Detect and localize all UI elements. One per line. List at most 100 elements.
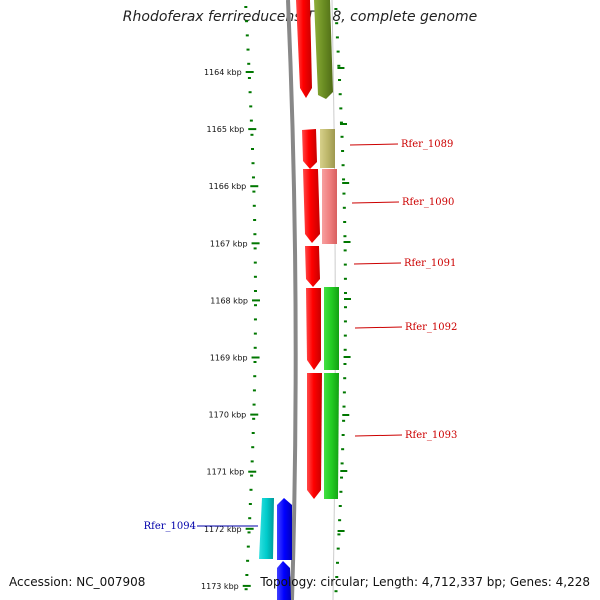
outer-tick bbox=[340, 462, 344, 465]
ruler-tick bbox=[247, 77, 251, 79]
outer-tick bbox=[342, 192, 346, 195]
outer-major-tick bbox=[343, 241, 351, 243]
blue-gene-arrow-bottom[interactable] bbox=[277, 561, 291, 600]
outer-tick bbox=[343, 306, 347, 309]
cds-arrow-rfer-1089[interactable] bbox=[302, 129, 317, 169]
kbp-label: 1165 kbp bbox=[207, 125, 245, 134]
ruler-tick bbox=[253, 275, 257, 278]
ruler-tick bbox=[253, 361, 257, 363]
ruler-major-tick bbox=[248, 470, 257, 473]
pink-gene-rfer-1090[interactable] bbox=[322, 169, 337, 244]
label-leader bbox=[351, 201, 400, 204]
ruler-tick bbox=[252, 403, 256, 406]
outer-major-tick bbox=[340, 470, 348, 472]
ruler-tick bbox=[251, 176, 255, 179]
accession-text: Accession: NC_007908 bbox=[9, 575, 146, 589]
outer-tick bbox=[336, 547, 340, 550]
kbp-label: 1173 kbp bbox=[201, 582, 239, 591]
olive-gene-arrow[interactable] bbox=[314, 0, 333, 99]
ruler-major-tick bbox=[250, 185, 259, 188]
outer-tick bbox=[335, 36, 339, 39]
outer-tick bbox=[340, 476, 344, 479]
ruler-tick bbox=[251, 162, 255, 165]
outer-tick bbox=[339, 121, 343, 124]
outer-tick bbox=[338, 519, 342, 522]
outer-tick bbox=[343, 235, 347, 238]
ruler-tick bbox=[253, 233, 257, 236]
ruler-tick bbox=[248, 517, 252, 520]
gene-label-rfer-1089[interactable]: Rfer_1089 bbox=[401, 139, 453, 150]
outer-major-tick bbox=[342, 414, 350, 416]
kbp-label: 1167 kbp bbox=[210, 239, 248, 248]
ruler-tick bbox=[251, 432, 255, 434]
ruler-tick bbox=[247, 62, 251, 65]
outer-tick bbox=[343, 277, 347, 280]
outer-major-tick bbox=[340, 123, 348, 125]
ruler-major-tick bbox=[242, 584, 251, 587]
outer-tick bbox=[336, 50, 340, 53]
outer-tick bbox=[343, 320, 347, 323]
label-leader bbox=[354, 434, 403, 437]
outer-major-tick bbox=[343, 298, 351, 300]
cds-arrow[interactable] bbox=[296, 0, 312, 98]
label-leader bbox=[354, 326, 403, 329]
kbp-label: 1171 kbp bbox=[207, 468, 245, 477]
outer-tick bbox=[342, 206, 346, 209]
gene-label-rfer-1090[interactable]: Rfer_1090 bbox=[402, 197, 454, 208]
gene-label-rfer-1091[interactable]: Rfer_1091 bbox=[404, 258, 456, 269]
outer-major-tick bbox=[343, 356, 351, 358]
outer-tick bbox=[343, 292, 347, 294]
ruler-tick bbox=[248, 503, 252, 505]
ruler-tick bbox=[250, 474, 254, 477]
outer-tick bbox=[343, 363, 347, 365]
khaki-gene-rfer-1089[interactable] bbox=[320, 129, 335, 168]
ruler-tick bbox=[253, 247, 257, 250]
kbp-label: 1166 kbp bbox=[209, 182, 247, 191]
ruler-tick bbox=[253, 290, 257, 292]
outer-tick bbox=[340, 135, 344, 138]
cds-arrow-rfer-1092[interactable] bbox=[306, 288, 321, 370]
ruler-tick bbox=[251, 446, 255, 449]
ruler-tick bbox=[253, 219, 257, 221]
ruler-major-tick bbox=[251, 242, 260, 245]
ruler-tick bbox=[253, 304, 257, 307]
outer-tick bbox=[343, 249, 347, 252]
green-gene-rfer-1093[interactable] bbox=[324, 373, 339, 499]
ruler-tick bbox=[252, 204, 256, 207]
outer-track-ticks bbox=[334, 8, 351, 593]
gene-label-rfer-1094[interactable]: Rfer_1094 bbox=[144, 521, 196, 532]
outer-major-tick bbox=[342, 182, 350, 184]
gene-label-rfer-1093[interactable]: Rfer_1093 bbox=[405, 430, 457, 441]
ruler-labels: 1164 kbp 1165 kbp 1166 kbp 1167 kbp 1168 kbp… bbox=[201, 68, 260, 591]
ruler-tick bbox=[245, 34, 249, 37]
cds-arrow-rfer-1091[interactable] bbox=[305, 246, 320, 287]
outer-tick bbox=[343, 377, 347, 380]
outer-tick bbox=[341, 434, 345, 436]
gene-label-leaders bbox=[197, 143, 403, 527]
outer-tick bbox=[343, 348, 347, 351]
ruler-tick bbox=[250, 148, 254, 150]
ruler-tick bbox=[252, 190, 256, 193]
ruler-tick bbox=[249, 105, 253, 108]
cyan-gene-rfer-1094[interactable] bbox=[259, 498, 274, 559]
outer-tick bbox=[334, 8, 338, 10]
ruler-tick bbox=[253, 318, 257, 321]
ruler-tick bbox=[245, 574, 249, 576]
outer-tick bbox=[341, 164, 345, 167]
outer-tick bbox=[343, 334, 347, 337]
cds-arrow-rfer-1090[interactable] bbox=[303, 169, 320, 243]
outer-tick bbox=[335, 561, 339, 564]
cds-arrow-rfer-1093[interactable] bbox=[307, 373, 322, 499]
kbp-label: 1169 kbp bbox=[210, 354, 248, 363]
outer-major-tick bbox=[337, 67, 345, 69]
ruler-tick bbox=[250, 460, 254, 463]
green-gene-rfer-1092[interactable] bbox=[324, 287, 339, 370]
gene-label-rfer-1092[interactable]: Rfer_1092 bbox=[405, 322, 457, 333]
outer-tick bbox=[339, 490, 343, 493]
ruler-tick bbox=[244, 6, 248, 8]
outer-tick bbox=[342, 178, 346, 181]
outer-tick bbox=[335, 22, 339, 25]
outer-tick bbox=[334, 590, 338, 593]
outer-tick bbox=[338, 505, 342, 507]
blue-gene-arrow[interactable] bbox=[277, 498, 292, 560]
